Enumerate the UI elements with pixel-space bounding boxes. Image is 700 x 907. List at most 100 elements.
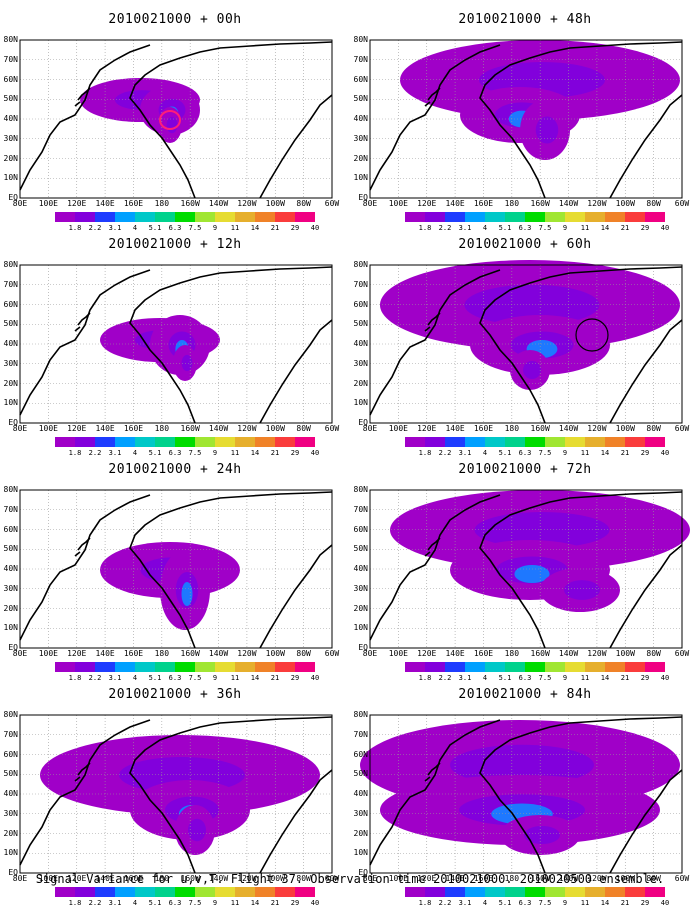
coastline bbox=[259, 544, 333, 649]
colorbar-label: 4 bbox=[132, 899, 138, 907]
colorbar-label: 6.3 bbox=[168, 899, 182, 907]
colorbar-label: 40 bbox=[310, 449, 320, 457]
colorbar-swatch bbox=[465, 887, 485, 897]
colorbar-swatch bbox=[255, 662, 275, 672]
colorbar-swatch bbox=[505, 437, 525, 447]
latitude-label: 20N bbox=[353, 378, 368, 388]
colorbar-swatch bbox=[155, 887, 175, 897]
colorbar-swatch bbox=[215, 887, 235, 897]
map-panel: 2010021000 + 72h 80N 70N 60N 50N 40N 30N 20N 10N… bbox=[350, 450, 700, 682]
colorbar-swatch bbox=[425, 212, 445, 222]
longitude-label: 140W bbox=[558, 874, 579, 883]
colorbar-label: 29 bbox=[640, 674, 650, 682]
latitude-label: 60N bbox=[353, 299, 368, 309]
signal-variance-map bbox=[19, 39, 333, 199]
longitude-label: 100E bbox=[38, 424, 58, 433]
longitude-label: 140E bbox=[95, 424, 115, 433]
colorbar-label: 4 bbox=[132, 224, 138, 232]
latitude-label: 20N bbox=[353, 603, 368, 613]
longitude-label: 120E bbox=[67, 874, 87, 883]
colorbar-swatch bbox=[565, 437, 585, 447]
colorbar-swatch bbox=[115, 887, 135, 897]
colorbar-label: 21 bbox=[270, 449, 280, 457]
latitude-label: 40N bbox=[353, 789, 368, 798]
colorbar-swatch bbox=[215, 212, 235, 222]
colorbar-swatch bbox=[485, 212, 505, 222]
latitude-label: 20N bbox=[3, 153, 18, 163]
colorbar-label: 14 bbox=[250, 224, 260, 232]
colorbar bbox=[405, 662, 665, 672]
longitude-label: 140W bbox=[208, 649, 229, 658]
longitude-label: 80E bbox=[12, 874, 28, 883]
colorbar-label: 2.2 bbox=[438, 899, 452, 907]
colorbar-label: 3.1 bbox=[458, 449, 472, 457]
colorbar-swatch bbox=[505, 212, 525, 222]
colorbar-swatch bbox=[195, 437, 215, 447]
coastline bbox=[129, 716, 333, 874]
longitude-label: 80W bbox=[646, 649, 661, 658]
panel-title: 2010021000 + 60h bbox=[458, 237, 592, 252]
longitude-label: 120E bbox=[67, 199, 87, 208]
colorbar-swatch bbox=[115, 662, 135, 672]
longitude-label: 120W bbox=[237, 424, 257, 433]
colorbar-label: 11 bbox=[580, 449, 590, 457]
colorbar-swatch bbox=[465, 437, 485, 447]
colorbar bbox=[55, 212, 315, 222]
longitude-label: 100W bbox=[615, 649, 635, 658]
latitude-label: 10N bbox=[353, 173, 368, 183]
colorbar-label: 3.1 bbox=[108, 449, 122, 457]
colorbar-label: 7.5 bbox=[538, 224, 552, 232]
longitude-label: 160E bbox=[123, 424, 144, 433]
latitude-label: 40N bbox=[3, 114, 18, 123]
colorbar-swatch bbox=[115, 437, 135, 447]
longitude-label: 140E bbox=[445, 424, 465, 433]
colorbar-label: 29 bbox=[640, 449, 650, 457]
colorbar-label: 29 bbox=[290, 674, 300, 682]
colorbar-label: 14 bbox=[600, 224, 610, 232]
observation-track bbox=[159, 110, 181, 130]
panel-title: 2010021000 + 24h bbox=[108, 462, 242, 477]
colorbar-swatch bbox=[405, 212, 425, 222]
colorbar-label: 6.3 bbox=[518, 674, 532, 682]
colorbar-swatch bbox=[405, 662, 425, 672]
latitude-label: 20N bbox=[353, 153, 368, 163]
colorbar-label: 40 bbox=[660, 674, 670, 682]
colorbar-label: 2.2 bbox=[88, 224, 102, 232]
longitude-label: 60W bbox=[324, 424, 340, 433]
coastline bbox=[479, 41, 683, 199]
latitude-label: 10N bbox=[3, 848, 18, 858]
longitude-label: 140W bbox=[558, 424, 579, 433]
longitude-label: 180 bbox=[154, 874, 170, 883]
colorbar bbox=[55, 437, 315, 447]
longitude-label: 100E bbox=[388, 874, 408, 883]
colorbar-label: 9 bbox=[212, 899, 218, 907]
colorbar-swatch bbox=[95, 887, 115, 897]
colorbar-swatch bbox=[445, 887, 465, 897]
longitude-label: 160E bbox=[123, 649, 144, 658]
longitude-label: 80W bbox=[296, 199, 311, 208]
latitude-label: 60N bbox=[353, 749, 368, 759]
colorbar-label: 40 bbox=[310, 224, 320, 232]
colorbar-label: 9 bbox=[212, 224, 218, 232]
map-panel: 2010021000 + 00h 80N 70N 60N 50N 40N 30N 20N 10N… bbox=[0, 0, 350, 232]
colorbar-label: 6.3 bbox=[168, 224, 182, 232]
coastline bbox=[74, 537, 91, 557]
coastline bbox=[479, 716, 683, 874]
colorbar bbox=[405, 887, 665, 897]
longitude-label: 100W bbox=[615, 424, 635, 433]
coastline bbox=[424, 312, 441, 332]
colorbar-swatch bbox=[295, 887, 315, 897]
colorbar-label: 3.1 bbox=[108, 674, 122, 682]
map-panel: 2010021000 + 24h 80N 70N 60N 50N 40N 30N 20N 10N… bbox=[0, 450, 350, 682]
longitude-label: 60W bbox=[674, 199, 690, 208]
latitude-label: 80N bbox=[3, 260, 18, 269]
longitude-label: 60W bbox=[324, 874, 340, 883]
coastline bbox=[479, 491, 683, 649]
longitude-label: 160W bbox=[180, 199, 200, 208]
colorbar-swatch bbox=[405, 887, 425, 897]
latitude-label: 60N bbox=[3, 749, 18, 759]
colorbar-label: 29 bbox=[290, 224, 300, 232]
latitude-label: 50N bbox=[353, 94, 368, 104]
coastline bbox=[609, 544, 683, 649]
map-panel: 2010021000 + 36h 80N 70N 60N 50N 40N 30N 20N 10N… bbox=[0, 675, 350, 907]
